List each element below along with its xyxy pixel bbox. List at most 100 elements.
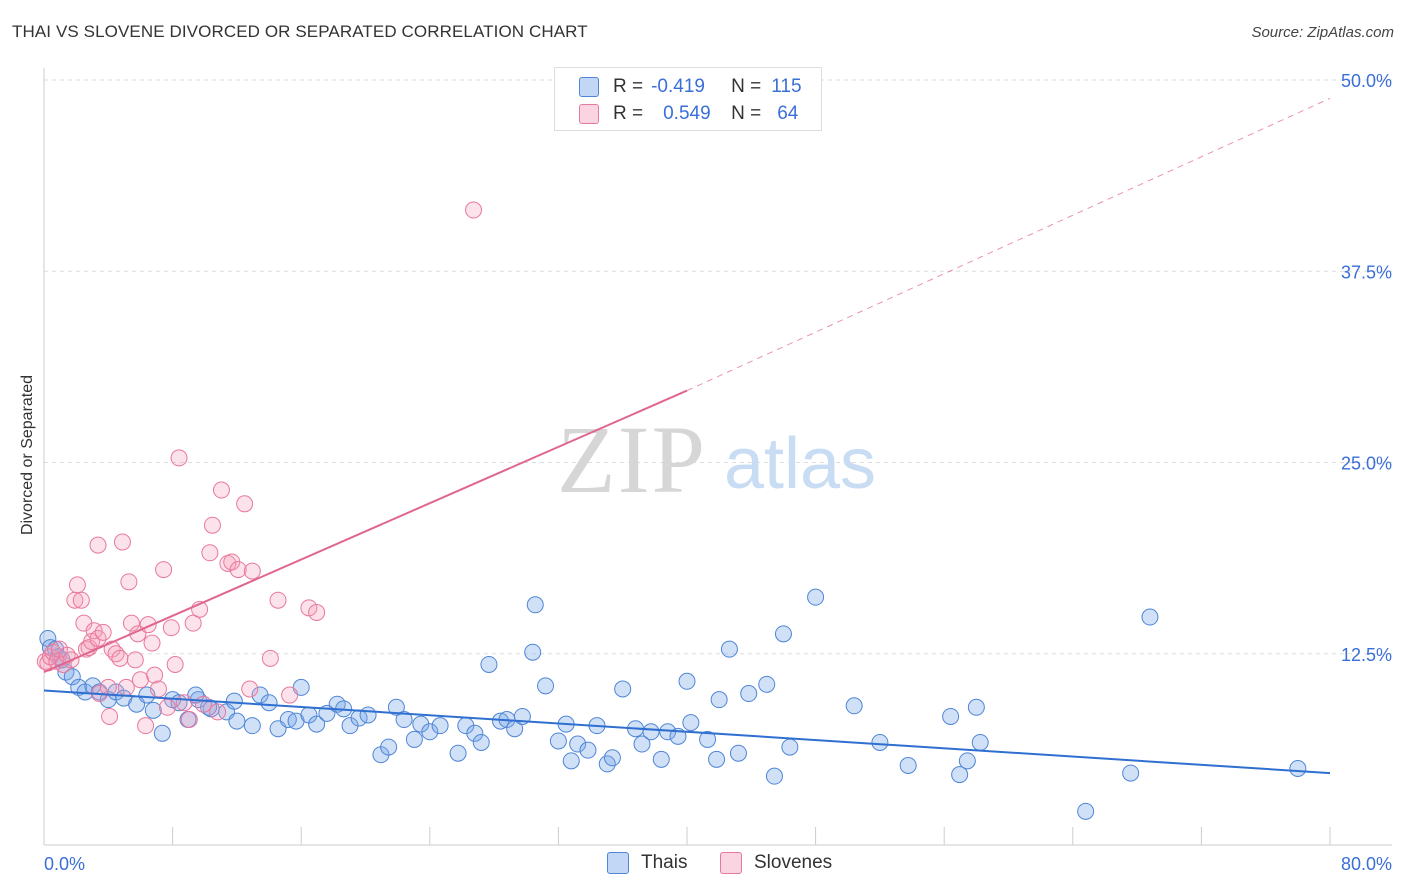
r-value: -0.419 bbox=[651, 76, 705, 97]
thai-point bbox=[958, 752, 976, 770]
slovene-point bbox=[89, 536, 107, 554]
gridlines bbox=[44, 79, 1392, 655]
legend-item-thais[interactable]: Thais bbox=[607, 852, 687, 874]
thai-point bbox=[951, 766, 969, 784]
y-tick-label: 12.5% bbox=[1341, 645, 1392, 665]
slovenes-trend-extrapolated bbox=[686, 97, 1331, 392]
thai-point bbox=[652, 750, 670, 768]
thai-point bbox=[740, 685, 758, 703]
watermark-atlas: atlas bbox=[724, 424, 876, 504]
thai-point bbox=[569, 735, 587, 753]
thai-point bbox=[1141, 608, 1159, 626]
thai-point bbox=[63, 668, 81, 686]
thais-trend-line bbox=[43, 689, 1331, 775]
n-label: N = bbox=[731, 76, 762, 97]
n-value: 115 bbox=[771, 76, 802, 97]
slovene-point bbox=[162, 619, 180, 637]
r-value: 0.549 bbox=[663, 103, 711, 124]
thai-point bbox=[449, 744, 467, 762]
thai-point bbox=[405, 730, 423, 748]
slovene-point bbox=[236, 495, 254, 513]
slovenes-label: Slovenes bbox=[754, 852, 833, 873]
slovene-point bbox=[122, 614, 140, 632]
thai-point bbox=[614, 680, 632, 698]
slovene-point bbox=[203, 516, 221, 534]
slovene-point bbox=[209, 703, 227, 721]
legend-row-slovenes: R = 0.549 N = 64 bbox=[579, 102, 798, 126]
thai-point bbox=[260, 694, 278, 712]
r-label: R = bbox=[613, 103, 644, 124]
legend-item-slovenes[interactable]: Slovenes bbox=[720, 852, 832, 874]
thai-point bbox=[845, 697, 863, 715]
thai-point bbox=[899, 756, 917, 774]
thai-point bbox=[942, 707, 960, 725]
y-tick-label: 50.0% bbox=[1341, 71, 1392, 91]
thais-label: Thais bbox=[641, 852, 688, 873]
thai-point bbox=[807, 588, 825, 606]
axes bbox=[43, 68, 1392, 846]
thai-point bbox=[225, 692, 243, 710]
tick-labels: 12.5% 25.0% 37.5% 50.0% 0.0% 80.0% bbox=[44, 71, 1392, 874]
thai-point bbox=[387, 698, 405, 716]
n-value: 64 bbox=[777, 103, 799, 124]
thai-point bbox=[967, 698, 985, 716]
slovene-point bbox=[281, 686, 299, 704]
thai-point bbox=[971, 733, 989, 751]
watermark: ZIP atlas bbox=[557, 406, 876, 513]
slovenes-swatch bbox=[720, 852, 742, 874]
thai-point bbox=[243, 717, 261, 735]
slovene-point bbox=[269, 591, 287, 609]
thai-point bbox=[1077, 802, 1095, 820]
slovene-point bbox=[120, 573, 138, 591]
thai-point bbox=[603, 749, 621, 767]
slovene-point bbox=[94, 623, 112, 641]
thai-point bbox=[200, 698, 218, 716]
slovene-point bbox=[184, 614, 202, 632]
thai-point bbox=[699, 730, 717, 748]
y-axis-label: Divorced or Separated bbox=[19, 374, 36, 536]
slovene-point bbox=[99, 678, 117, 696]
thais-swatch bbox=[607, 852, 629, 874]
slovene-point bbox=[146, 666, 164, 684]
slovene-point bbox=[149, 680, 167, 698]
thai-point bbox=[633, 735, 651, 753]
thai-point bbox=[466, 724, 484, 742]
thais-swatch bbox=[579, 77, 599, 97]
slovene-point bbox=[111, 649, 129, 667]
slovene-point bbox=[201, 544, 219, 562]
slovene-point bbox=[137, 717, 155, 735]
source-label: Source: ZipAtlas.com bbox=[1251, 24, 1394, 41]
thai-point bbox=[729, 744, 747, 762]
slovene-point bbox=[170, 449, 188, 467]
thai-point bbox=[537, 677, 555, 695]
thai-point bbox=[708, 750, 726, 768]
thai-point bbox=[781, 738, 799, 756]
slovene-point bbox=[85, 622, 103, 640]
slovene-point bbox=[261, 649, 279, 667]
slovenes-points bbox=[36, 201, 483, 735]
slovenes-trend-line bbox=[43, 389, 688, 674]
slovenes-swatch bbox=[579, 104, 599, 124]
thai-point bbox=[480, 655, 498, 673]
slovene-point bbox=[68, 576, 86, 594]
thais-points bbox=[39, 588, 1307, 820]
thai-point bbox=[642, 723, 660, 741]
thai-point bbox=[380, 738, 398, 756]
slovene-point bbox=[243, 562, 261, 580]
slovene-point bbox=[229, 561, 247, 579]
thai-point bbox=[720, 640, 738, 658]
x-tick-label: 0.0% bbox=[44, 854, 85, 874]
trend-lines bbox=[43, 97, 1331, 775]
y-tick-label: 37.5% bbox=[1341, 262, 1392, 282]
slovene-point bbox=[158, 698, 176, 716]
thai-point bbox=[678, 672, 696, 690]
thai-point bbox=[1289, 760, 1307, 777]
slovene-point bbox=[194, 695, 212, 713]
slovene-point bbox=[465, 201, 483, 219]
slovene-point bbox=[308, 603, 326, 621]
slovene-point bbox=[126, 651, 144, 669]
correlation-legend: R = -0.419 N = 115 R = 0.549 N = 64 bbox=[554, 67, 822, 131]
thai-point bbox=[144, 701, 162, 719]
slovene-point bbox=[175, 694, 193, 712]
